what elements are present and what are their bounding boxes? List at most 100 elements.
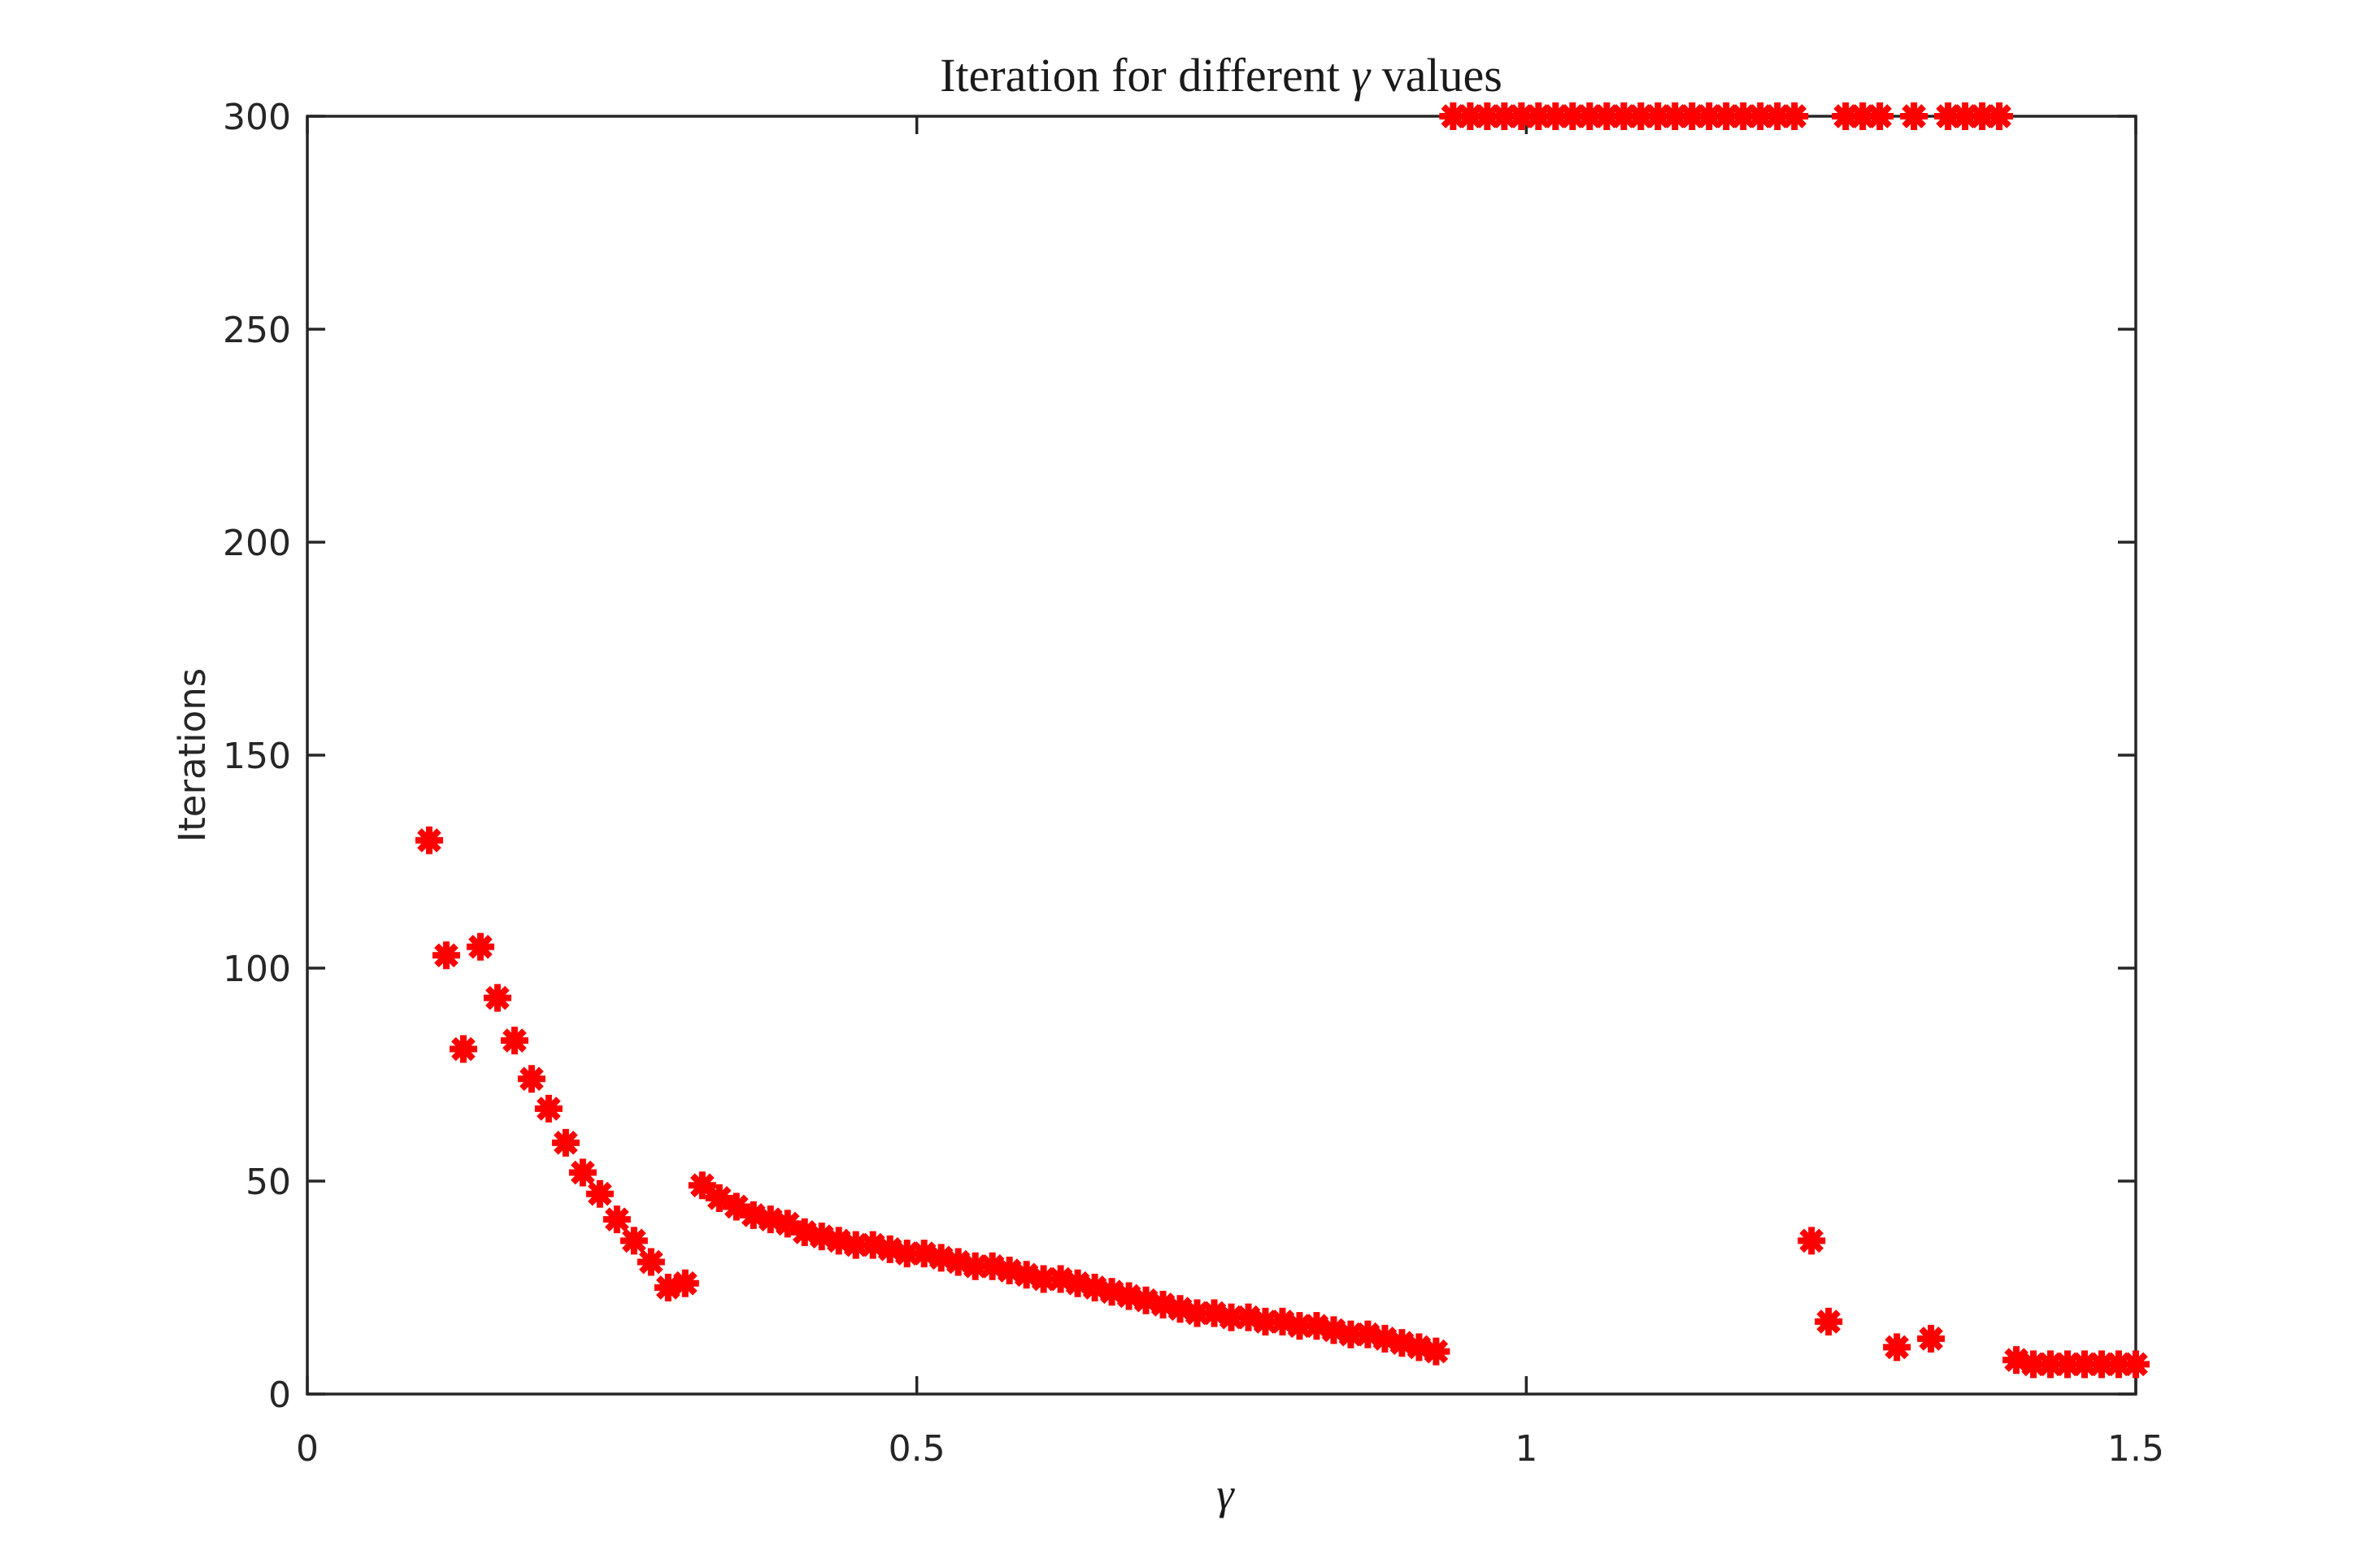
data-point-marker xyxy=(1388,1329,1416,1357)
y-axis-tick-labels: 0 50 100 150 200 250 300 xyxy=(223,97,291,1416)
data-point-marker xyxy=(841,1231,870,1259)
data-point-marker xyxy=(910,1240,938,1268)
data-point-marker xyxy=(654,1274,682,1301)
chart-title-prefix: Iteration for different xyxy=(940,49,1351,102)
data-point-marker xyxy=(1763,102,1792,130)
data-point-marker xyxy=(1917,1324,1946,1353)
data-point-marker xyxy=(1405,1333,1433,1362)
data-point-marker xyxy=(1217,1303,1246,1331)
data-point-marker xyxy=(1080,1274,1109,1301)
data-point-marker xyxy=(1354,1320,1382,1349)
data-point-marker xyxy=(2037,1350,2065,1379)
x-tick-label: 1 xyxy=(1515,1428,1537,1470)
data-point-marker xyxy=(1166,1295,1194,1323)
data-point-marker xyxy=(2020,1350,2048,1379)
data-point-marker xyxy=(1576,102,1604,130)
plot-area-box xyxy=(306,115,2137,1396)
data-point-marker xyxy=(756,1205,785,1234)
data-point-marker xyxy=(1149,1290,1177,1318)
data-point-marker xyxy=(1183,1299,1211,1327)
data-point-marker xyxy=(602,1205,631,1234)
data-point-marker xyxy=(1985,102,2014,130)
data-point-marker xyxy=(824,1227,853,1255)
data-point-marker xyxy=(1320,1316,1348,1344)
data-point-marker xyxy=(1815,1307,1843,1336)
data-point-marker xyxy=(568,1158,597,1187)
x-tick-label: 0.5 xyxy=(889,1428,946,1470)
data-point-marker xyxy=(1968,102,1997,130)
data-point-marker xyxy=(637,1248,665,1276)
data-point-marker xyxy=(1832,102,1860,130)
y-tick-label: 50 xyxy=(246,1162,291,1203)
data-point-marker xyxy=(1559,102,1587,130)
data-point-marker xyxy=(2122,1350,2150,1379)
data-point-marker xyxy=(1115,1282,1143,1310)
data-point-marker xyxy=(1627,102,1655,130)
data-point-marker xyxy=(1063,1269,1092,1297)
data-point-marker xyxy=(859,1231,887,1259)
data-point-marker xyxy=(1541,102,1570,130)
data-point-marker xyxy=(1132,1286,1160,1314)
data-point-marker xyxy=(978,1252,1007,1280)
data-point-marker xyxy=(2002,1346,2031,1375)
data-point-marker xyxy=(961,1252,989,1280)
data-point-marker xyxy=(722,1192,750,1221)
data-point-marker xyxy=(1610,102,1638,130)
data-point-marker xyxy=(449,1035,477,1063)
data-point-marker xyxy=(1798,1227,1826,1255)
data-point-marker xyxy=(1029,1265,1058,1293)
data-point-marker xyxy=(1883,1333,1911,1362)
data-point-marker xyxy=(1371,1324,1399,1353)
data-point-marker xyxy=(1251,1307,1280,1336)
data-point-marker xyxy=(1678,102,1707,130)
data-point-marker xyxy=(1849,102,1877,130)
data-point-marker xyxy=(2054,1350,2082,1379)
data-point-marker xyxy=(500,1027,528,1055)
data-point-marker xyxy=(876,1235,904,1263)
data-point-marker xyxy=(1695,102,1724,130)
data-point-marker xyxy=(1644,102,1672,130)
data-point-marker xyxy=(927,1244,955,1272)
y-tick-label: 250 xyxy=(223,310,291,351)
data-point-marker xyxy=(1439,102,1467,130)
scatter-data-points xyxy=(415,102,2150,1379)
chart-title-suffix: values xyxy=(1370,49,1502,102)
data-point-marker xyxy=(432,941,460,970)
data-point-marker xyxy=(1661,102,1689,130)
axis-ticks xyxy=(306,115,2137,1396)
y-tick-label: 300 xyxy=(223,97,291,138)
data-point-marker xyxy=(1746,102,1775,130)
data-point-marker xyxy=(995,1257,1024,1285)
data-point-marker xyxy=(483,984,511,1012)
data-point-marker xyxy=(1200,1299,1228,1327)
data-point-marker xyxy=(1866,102,1894,130)
data-point-marker xyxy=(739,1201,767,1229)
y-tick-label: 0 xyxy=(268,1375,291,1416)
data-point-marker xyxy=(705,1184,733,1212)
chart-title-gamma-symbol: γ xyxy=(1351,49,1372,102)
y-tick-label: 200 xyxy=(223,523,291,564)
data-point-marker xyxy=(944,1248,972,1276)
data-point-marker xyxy=(517,1065,546,1093)
data-point-marker xyxy=(2071,1350,2099,1379)
data-point-marker xyxy=(2105,1350,2133,1379)
data-point-marker xyxy=(1729,102,1758,130)
data-point-marker xyxy=(1234,1303,1263,1331)
x-tick-label: 0 xyxy=(296,1428,319,1470)
data-point-marker xyxy=(466,932,494,961)
data-point-marker xyxy=(1507,102,1536,130)
data-point-marker xyxy=(1781,102,1809,130)
data-point-marker xyxy=(1285,1312,1314,1340)
data-point-marker xyxy=(1268,1307,1297,1336)
data-point-marker xyxy=(1456,102,1485,130)
data-point-marker xyxy=(1098,1278,1126,1306)
data-point-marker xyxy=(1046,1265,1075,1293)
data-point-marker xyxy=(1593,102,1621,130)
data-point-marker xyxy=(790,1218,819,1246)
data-point-marker xyxy=(1473,102,1502,130)
x-axis-tick-labels: 0 0.5 1 1.5 xyxy=(296,1428,2164,1470)
data-point-marker xyxy=(620,1227,648,1255)
data-point-marker xyxy=(671,1269,699,1297)
